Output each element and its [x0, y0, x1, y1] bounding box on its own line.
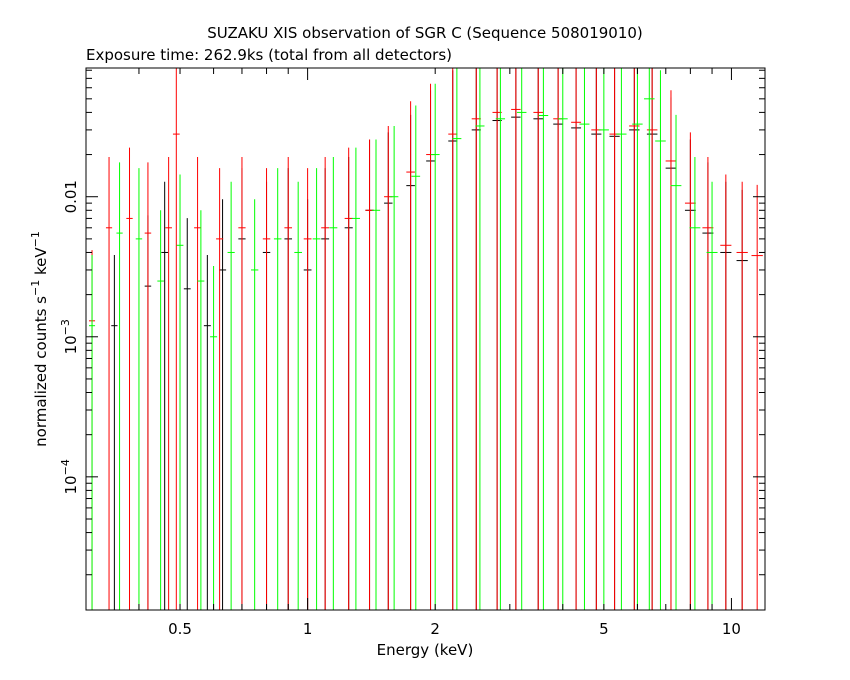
- axis-ticks: 0.5 1 2 5 10 10−4 10−3 0.01: [59, 68, 765, 638]
- x-tick-label: 2: [430, 620, 440, 638]
- y-tick-label: 10−4: [59, 459, 80, 494]
- y-axis-label: normalized counts s−1 keV−1: [29, 231, 50, 447]
- plot-frame: [85, 67, 766, 611]
- x-tick-label: 0.5: [168, 620, 192, 638]
- series-2: [89, 68, 718, 610]
- x-tick-label: 10: [722, 620, 741, 638]
- x-tick-label: 1: [303, 620, 313, 638]
- y-tick-label: 0.01: [62, 180, 80, 213]
- chart-subtitle: Exposure time: 262.9ks (total from all d…: [86, 46, 452, 64]
- chart-title: SUZAKU XIS observation of SGR C (Sequenc…: [207, 24, 643, 42]
- series-1: [89, 68, 763, 610]
- series-layer: [89, 68, 763, 610]
- x-axis-label: Energy (keV): [377, 641, 474, 659]
- y-tick-label: 10−3: [59, 319, 80, 354]
- x-tick-label: 5: [599, 620, 609, 638]
